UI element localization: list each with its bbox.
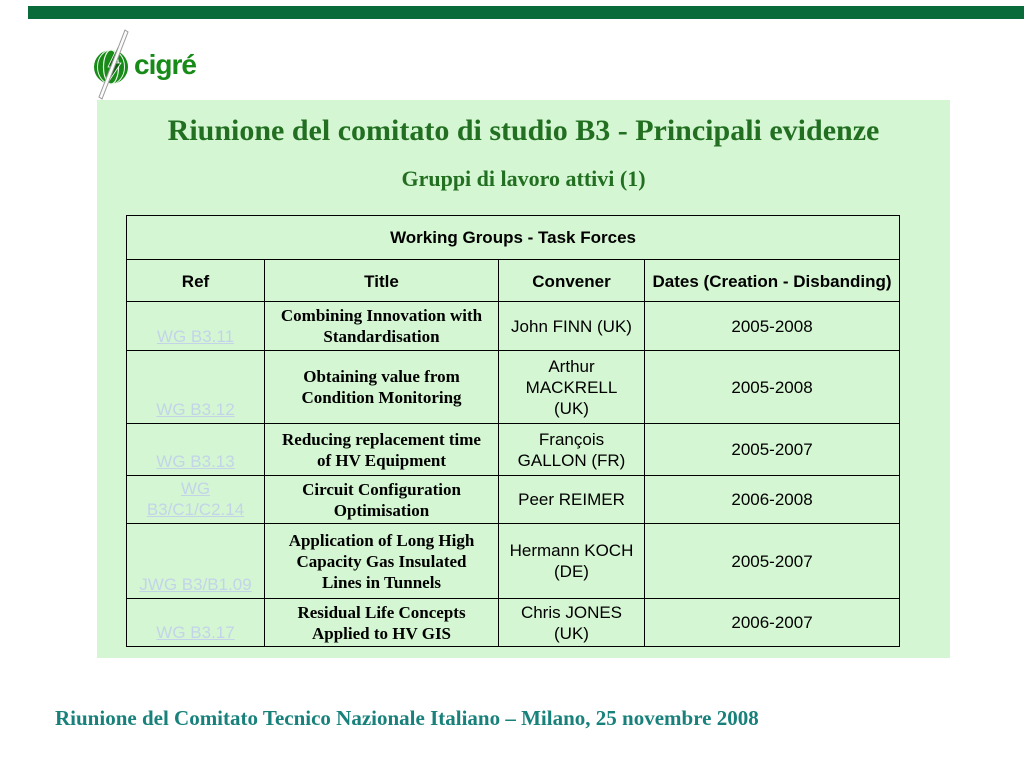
wg-dates-cell: 2006-2007 — [643, 598, 901, 647]
wg-title-cell: Obtaining value from Condition Monitorin… — [264, 350, 499, 424]
wg-title-cell: Circuit Configuration Optimisation — [264, 475, 499, 524]
wg-title-cell: Application of Long High Capacity Gas In… — [264, 523, 499, 599]
table-row: WG B3.13 Reducing replacement time of HV … — [126, 423, 901, 476]
slide-title: Riunione del comitato di studio B3 - Pri… — [167, 114, 880, 147]
table-body: WG B3.11 Combining Innovation with Standa… — [126, 301, 901, 647]
wg-ref-link[interactable]: WG B3/C1/C2.14 — [146, 479, 245, 519]
wg-title-cell: Residual Life Concepts Applied to HV GIS — [264, 598, 499, 647]
wg-ref-link[interactable]: WG B3.17 — [156, 623, 235, 642]
wg-convener-cell: Arthur MACKRELL (UK) — [498, 350, 645, 424]
wg-ref-cell: WG B3.17 — [126, 598, 265, 647]
slide-subtitle: Gruppi di lavoro attivi (1) — [401, 166, 646, 191]
wg-convener-cell: John FINN (UK) — [498, 301, 645, 351]
col-header-dates: Dates (Creation - Disbanding) — [643, 259, 901, 302]
table-row: WG B3.17 Residual Life Concepts Applied t… — [126, 598, 901, 647]
table-caption: Working Groups - Task Forces — [125, 215, 901, 260]
table-row: WG B3.11 Combining Innovation with Standa… — [126, 301, 901, 351]
wg-ref-cell: JWG B3/B1.09 — [126, 523, 265, 599]
wg-convener-cell: Chris JONES (UK) — [498, 598, 645, 647]
wg-dates-cell: 2006-2008 — [643, 475, 901, 524]
working-groups-table: Working Groups - Task Forces Ref Title C… — [125, 215, 901, 647]
footer-text: Riunione del Comitato Tecnico Nazionale … — [55, 706, 759, 730]
table-row: JWG B3/B1.09 Application of Long High Cap… — [126, 523, 901, 599]
wg-ref-cell: WG B3/C1/C2.14 — [126, 475, 265, 524]
table-row: WG B3/C1/C2.14 Circuit Configuration Opti… — [126, 475, 901, 524]
table-caption-row: Working Groups - Task Forces — [125, 215, 901, 260]
wg-ref-cell: WG B3.12 — [126, 350, 265, 424]
col-header-convener: Convener — [498, 259, 645, 302]
wg-convener-cell: Peer REIMER — [498, 475, 645, 524]
table-row: WG B3.12 Obtaining value from Condition M… — [126, 350, 901, 424]
wg-dates-cell: 2005-2007 — [643, 523, 901, 599]
wg-title-cell: Reducing replacement time of HV Equipmen… — [264, 423, 499, 476]
wg-ref-link[interactable]: JWG B3/B1.09 — [139, 575, 252, 594]
wg-title-cell: Combining Innovation with Standardisatio… — [264, 301, 499, 351]
col-header-ref: Ref — [126, 259, 265, 302]
wg-ref-link[interactable]: WG B3.12 — [156, 400, 235, 419]
content-panel: Riunione del comitato di studio B3 - Pri… — [97, 100, 950, 658]
table-header-row: Ref Title Convener Dates (Creation - Dis… — [126, 259, 901, 302]
wg-convener-cell: Hermann KOCH (DE) — [498, 523, 645, 599]
wg-dates-cell: 2005-2007 — [643, 423, 901, 476]
top-accent-bar — [28, 6, 1024, 19]
wg-ref-link[interactable]: WG B3.11 — [156, 327, 235, 346]
wg-ref-cell: WG B3.13 — [126, 423, 265, 476]
col-header-title: Title — [264, 259, 499, 302]
wg-ref-link[interactable]: WG B3.13 — [156, 452, 235, 471]
wg-dates-cell: 2005-2008 — [643, 350, 901, 424]
wg-ref-cell: WG B3.11 — [126, 301, 265, 351]
wg-convener-cell: François GALLON (FR) — [498, 423, 645, 476]
cigre-logo-text: cigré — [134, 49, 197, 80]
cigre-logo: cigré — [90, 29, 197, 100]
wg-dates-cell: 2005-2008 — [643, 301, 901, 351]
cigre-globe-icon — [94, 29, 129, 100]
